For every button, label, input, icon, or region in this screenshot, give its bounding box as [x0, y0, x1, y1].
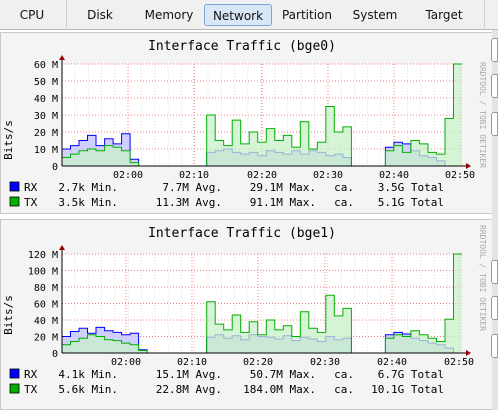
- scroll-handle[interactable]: [491, 260, 498, 284]
- y-tick-label: 40 M: [34, 94, 58, 105]
- rrdtool-watermark: RRDTOOL / TOBI OETIKER: [478, 225, 487, 331]
- rx-legend-swatch: [9, 368, 20, 379]
- x-tick-label: 02:20: [243, 357, 273, 368]
- legend-name: RX: [24, 368, 38, 381]
- x-tick-label: 02:40: [379, 170, 409, 181]
- tx-series-line: [62, 63, 462, 167]
- x-tick-label: 02:50: [445, 170, 475, 181]
- tab-disk[interactable]: Disk: [87, 8, 113, 22]
- tab-divider: [484, 0, 485, 30]
- tab-system[interactable]: System: [352, 8, 398, 22]
- y-tick-label: 50 M: [34, 77, 58, 88]
- y-tick-label: 0: [52, 349, 58, 360]
- tab-divider: [66, 0, 67, 30]
- scroll-handle[interactable]: [491, 38, 498, 62]
- legend-min: 4.1k Min.: [58, 368, 118, 381]
- tx-series-line: [62, 253, 462, 354]
- legend-total: 6.7G Total: [378, 368, 444, 381]
- tab-bar: CPU Disk Memory Network Partition System…: [0, 0, 498, 30]
- y-tick-label: 20 M: [34, 128, 58, 139]
- scroll-handle[interactable]: [491, 112, 498, 136]
- graph-panel-bge1: Interface Traffic (bge1) Bits/s RRDTOOL …: [0, 219, 494, 410]
- legend-name: TX: [24, 196, 38, 209]
- y-tick-label: 120 M: [28, 250, 58, 261]
- x-tick-label: 02:30: [313, 170, 343, 181]
- graph-title: Interface Traffic (bge1): [148, 226, 336, 241]
- rx-legend-swatch: [9, 181, 20, 192]
- tx-legend-swatch: [9, 383, 20, 394]
- graph-title: Interface Traffic (bge0): [148, 39, 336, 54]
- y-tick-label: 40 M: [34, 316, 58, 327]
- traffic-graph-bge0: Interface Traffic (bge0) Bits/s RRDTOOL …: [2, 39, 487, 209]
- legend-max: 91.1M Max.: [250, 196, 316, 209]
- legend-min: 3.5k Min.: [58, 196, 118, 209]
- legend-avg: 7.7M Avg.: [162, 181, 222, 194]
- legend-name: TX: [24, 383, 38, 396]
- scroll-handle[interactable]: [491, 334, 498, 358]
- tx-legend-swatch: [9, 196, 20, 207]
- tab-partition[interactable]: Partition: [281, 8, 332, 22]
- legend-avg: 11.3M Avg.: [156, 196, 222, 209]
- legend-ca: ca.: [334, 181, 354, 194]
- graph-panel-bge0: Interface Traffic (bge0) Bits/s RRDTOOL …: [0, 32, 494, 214]
- x-tick-label: 02:10: [177, 357, 207, 368]
- y-tick-label: 100 M: [28, 267, 58, 278]
- y-axis-label: Bits/s: [2, 120, 15, 160]
- y-axis-arrow: [59, 245, 65, 250]
- x-axis-arrow: [466, 350, 471, 356]
- legend-total: 5.1G Total: [378, 196, 444, 209]
- x-tick-label: 02:10: [179, 170, 209, 181]
- y-tick-label: 30 M: [34, 111, 58, 122]
- x-axis-arrow: [466, 163, 471, 169]
- legend-max: 29.1M Max.: [250, 181, 316, 194]
- legend-max: 50.7M Max.: [250, 368, 316, 381]
- legend-ca: ca.: [334, 196, 354, 209]
- legend-avg: 22.8M Avg.: [156, 383, 222, 396]
- x-tick-label: 02:00: [111, 357, 141, 368]
- x-tick-label: 02:20: [247, 170, 277, 181]
- y-tick-label: 20 M: [34, 333, 58, 344]
- legend-total: 3.5G Total: [378, 181, 444, 194]
- y-tick-label: 0: [52, 162, 58, 173]
- legend-name: RX: [24, 181, 38, 194]
- traffic-graph-bge1: Interface Traffic (bge1) Bits/s RRDTOOL …: [2, 225, 487, 396]
- x-tick-label: 02:50: [444, 357, 474, 368]
- tab-memory[interactable]: Memory: [144, 8, 194, 22]
- tx-series-area: [62, 64, 462, 166]
- legend-max: 184.0M Max.: [243, 383, 316, 396]
- legend-ca: ca.: [334, 383, 354, 396]
- legend-ca: ca.: [334, 368, 354, 381]
- y-tick-label: 10 M: [34, 145, 58, 156]
- rrdtool-watermark: RRDTOOL / TOBI OETIKER: [478, 62, 487, 168]
- tab-target[interactable]: Target: [425, 8, 463, 22]
- y-tick-label: 80 M: [34, 283, 58, 294]
- vertical-scrollbar[interactable]: [492, 30, 498, 410]
- tab-cpu[interactable]: CPU: [19, 8, 45, 22]
- tx-series-area: [62, 254, 462, 353]
- x-tick-label: 02:40: [377, 357, 407, 368]
- legend-total: 10.1G Total: [371, 383, 444, 396]
- y-tick-label: 60 M: [34, 60, 58, 71]
- y-axis-label: Bits/s: [2, 295, 15, 335]
- scroll-handle[interactable]: [491, 296, 498, 320]
- y-tick-label: 60 M: [34, 300, 58, 311]
- legend-min: 5.6k Min.: [58, 383, 118, 396]
- scroll-handle[interactable]: [491, 74, 498, 98]
- legend-avg: 15.1M Avg.: [156, 368, 222, 381]
- y-axis-arrow: [59, 55, 65, 60]
- x-tick-label: 02:30: [310, 357, 340, 368]
- tab-network[interactable]: Network: [204, 4, 272, 26]
- x-tick-label: 02:00: [113, 170, 143, 181]
- legend-min: 2.7k Min.: [58, 181, 118, 194]
